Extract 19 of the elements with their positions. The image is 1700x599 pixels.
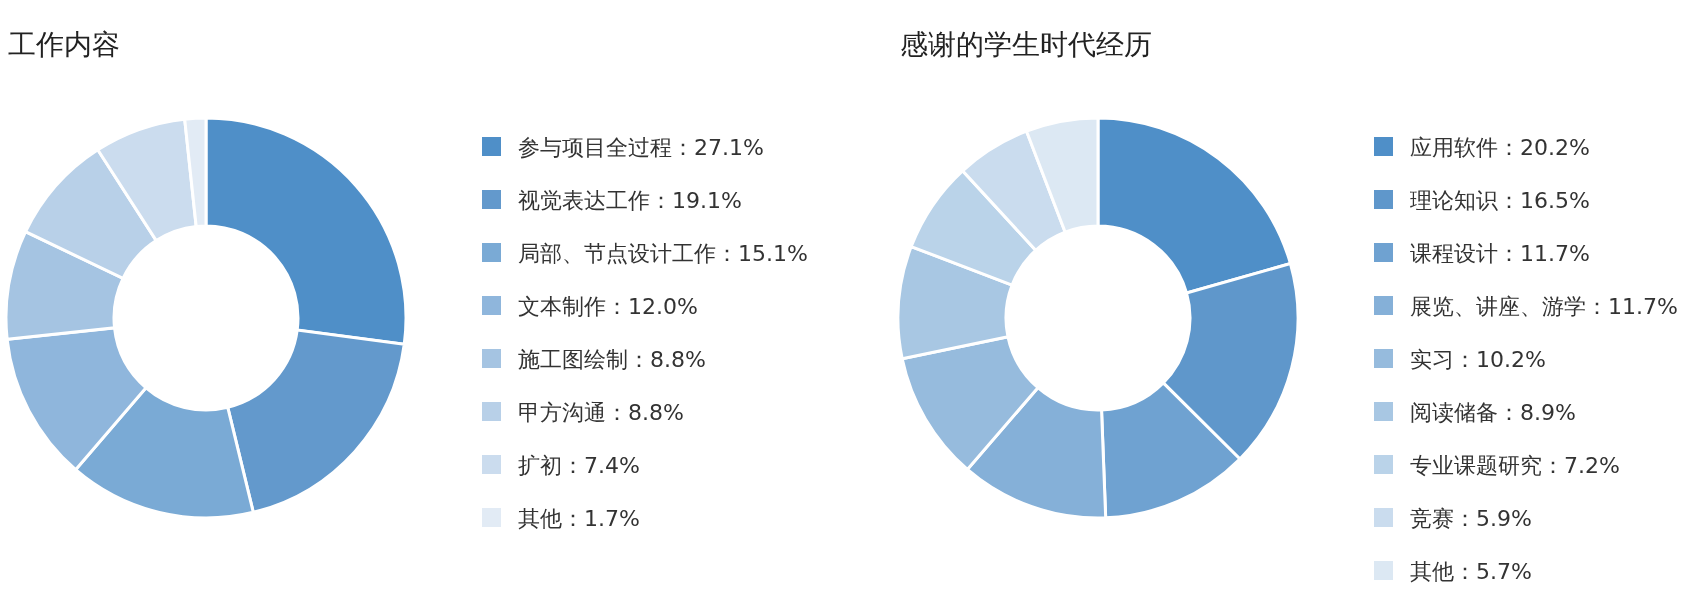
legend-label: 甲方沟通：8.8% [518, 399, 684, 425]
legend-label: 实习：10.2% [1410, 346, 1546, 372]
legend-label: 应用软件：20.2% [1410, 134, 1590, 160]
legend-label: 竞赛：5.9% [1410, 505, 1532, 531]
legend-label: 专业课题研究：7.2% [1410, 452, 1620, 478]
legend-label: 视觉表达工作：19.1% [518, 187, 742, 213]
legend-label: 文本制作：12.0% [518, 293, 698, 319]
legend-label: 其他：5.7% [1410, 558, 1532, 584]
legend-label: 展览、讲座、游学：11.7% [1410, 293, 1678, 319]
chart-title: 工作内容 [8, 28, 120, 61]
legend-label: 理论知识：16.5% [1410, 187, 1590, 213]
legend-label: 课程设计：11.7% [1410, 240, 1590, 266]
legend-label: 扩初：7.4% [518, 452, 640, 478]
legend-label: 局部、节点设计工作：15.1% [518, 240, 808, 266]
legend-label: 施工图绘制：8.8% [518, 346, 706, 372]
legend-label: 阅读储备：8.9% [1410, 399, 1576, 425]
legend-label: 参与项目全过程：27.1% [518, 134, 764, 160]
legend-label: 其他：1.7% [518, 505, 640, 531]
chart-title: 感谢的学生时代经历 [900, 28, 1152, 61]
